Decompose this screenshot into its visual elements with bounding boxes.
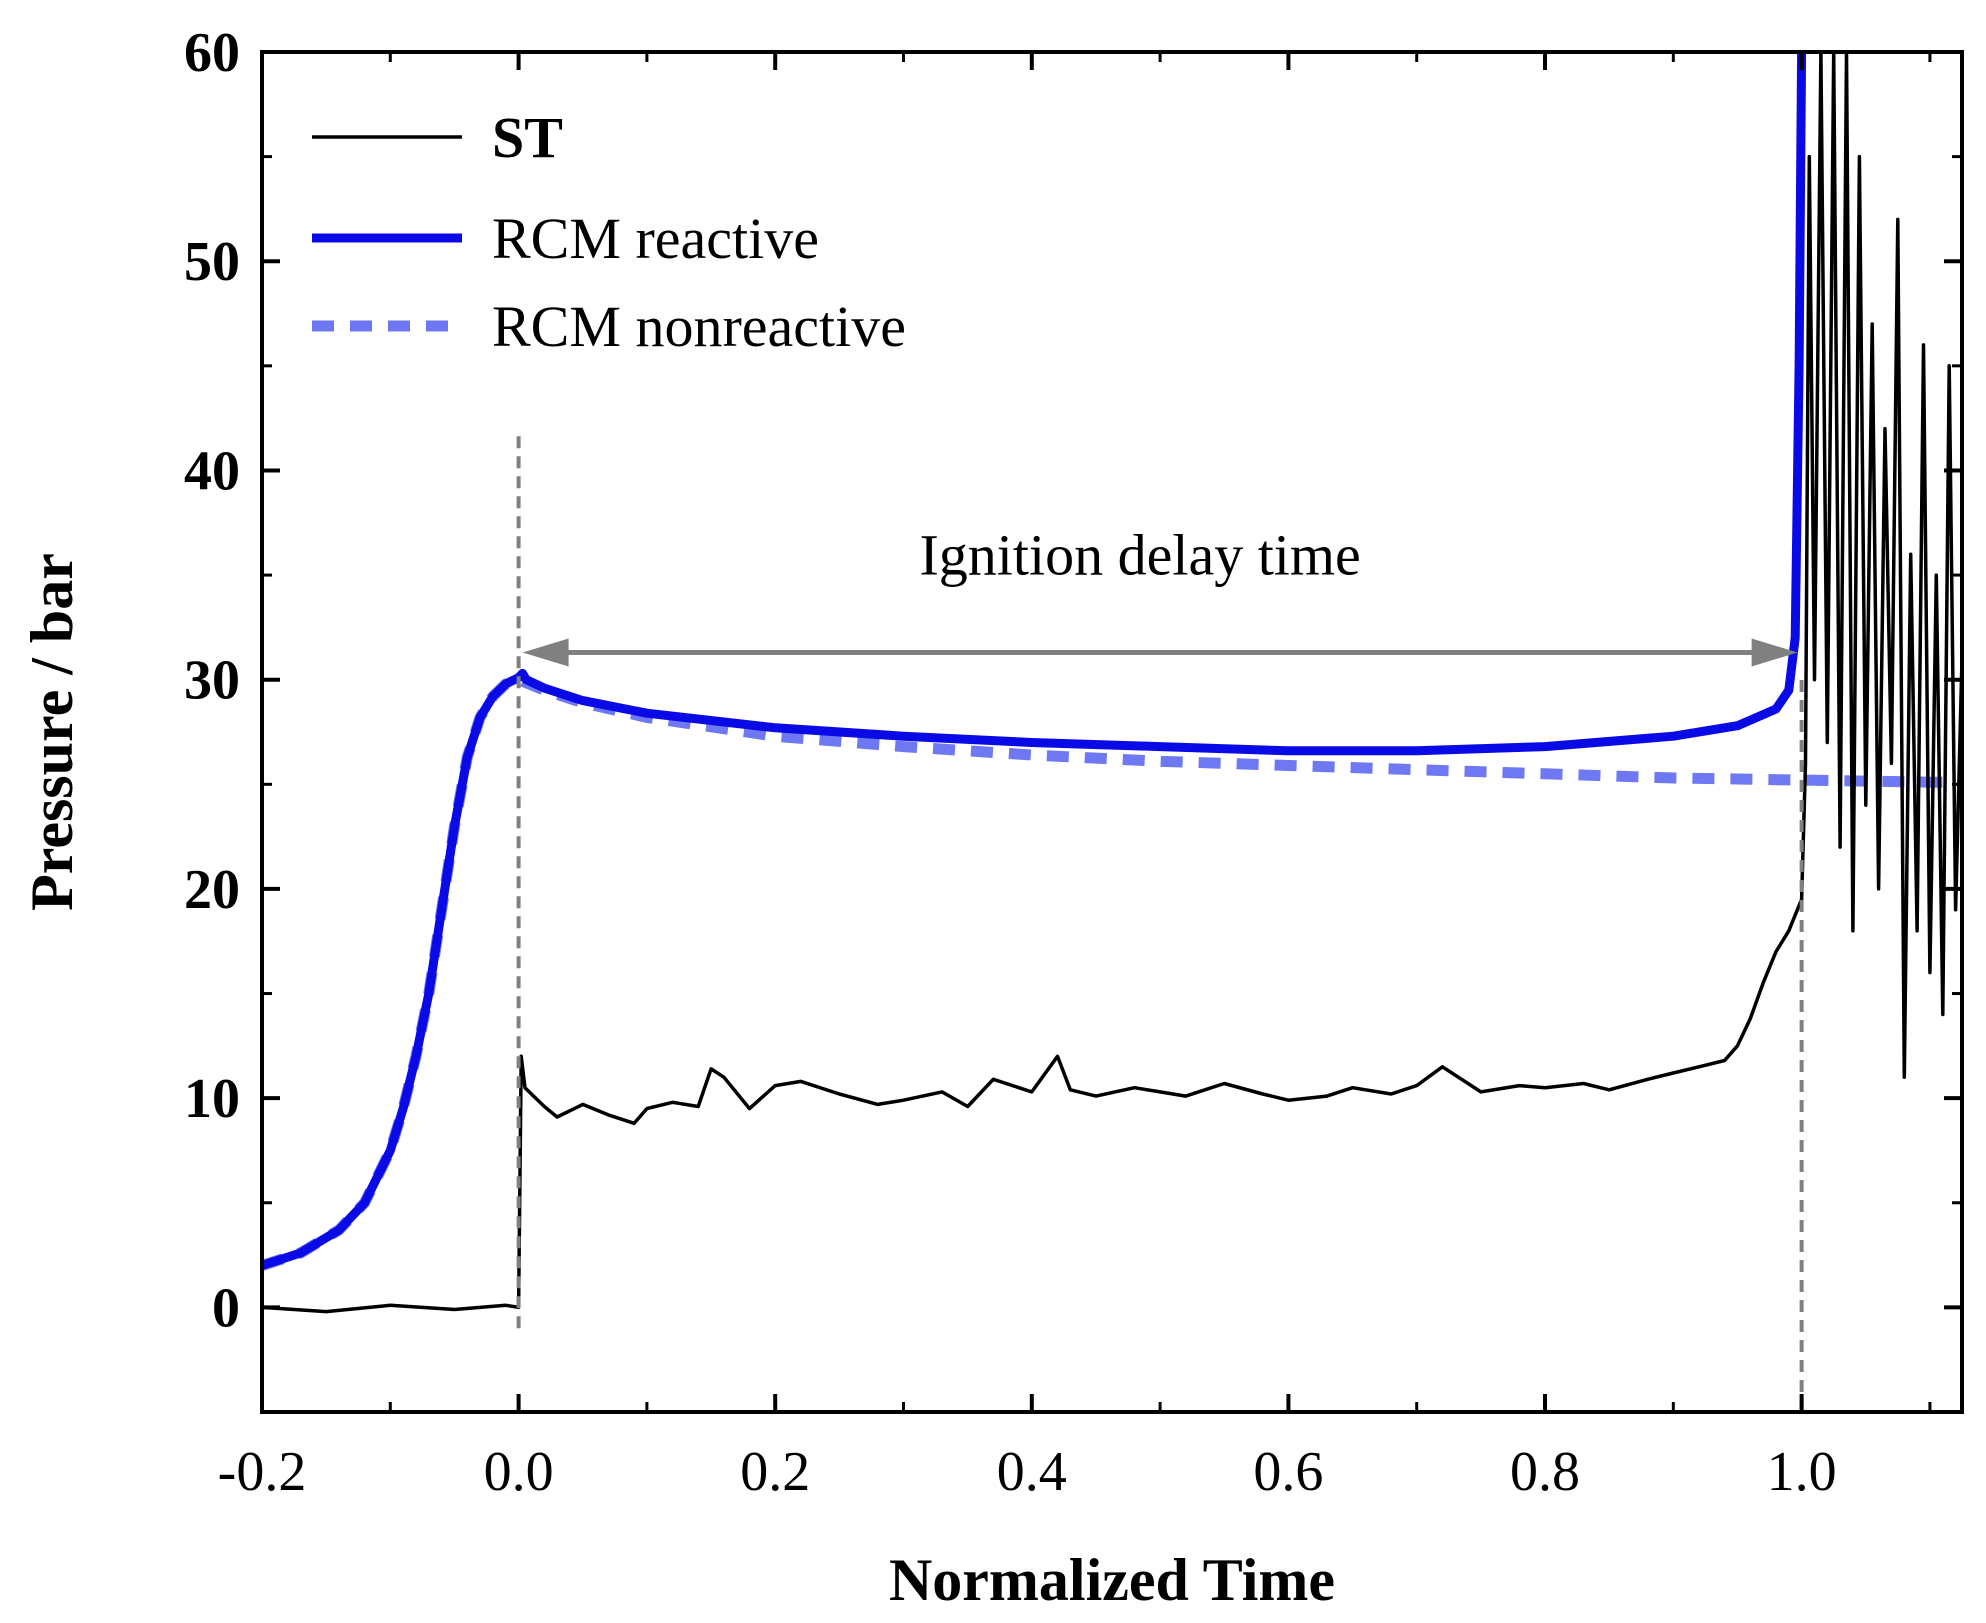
marker-layer [516,428,1804,1412]
annotation-arrowhead-left [522,638,569,667]
y-tick-label: 10 [184,1068,240,1130]
y-axis-title: Pressure / bar [19,553,85,911]
y-tick-label: 40 [184,440,240,502]
y-tick-label: 60 [184,22,240,84]
y-tick-label: 0 [212,1277,240,1339]
annotation-label: Ignition delay time [919,522,1360,587]
legend-label: RCM nonreactive [492,294,906,359]
x-tick-label: 0.4 [997,1441,1067,1503]
x-tick-label: 0.0 [484,1441,554,1503]
x-axis-title: Normalized Time [889,1547,1335,1613]
legend-label: RCM reactive [492,206,819,271]
y-tick-label: 30 [184,650,240,712]
x-tick-label: 1.0 [1767,1441,1837,1503]
y-tick-label: 50 [184,231,240,293]
plot-frame [260,50,1964,1414]
legend-label: ST [492,105,563,170]
series-line-rcm-reactive [262,52,1807,1270]
series-layer [262,52,1962,1314]
legend: ST RCM reactive RCM nonreactive [312,105,906,359]
annotation-layer: Ignition delay time [522,522,1798,667]
x-tick-label: 0.2 [740,1441,810,1503]
x-axis: -0.2 0.0 0.2 0.4 0.6 0.8 1.0 [218,52,1932,1503]
series-line-st [262,52,1962,1314]
x-tick-label: -0.2 [218,1441,307,1503]
x-tick-label: 0.6 [1253,1441,1323,1503]
x-tick-label: 0.8 [1510,1441,1580,1503]
y-tick-label: 20 [184,859,240,921]
y-axis: 0 10 20 30 40 50 60 [184,22,1962,1339]
annotation-arrowhead-right [1751,638,1798,667]
